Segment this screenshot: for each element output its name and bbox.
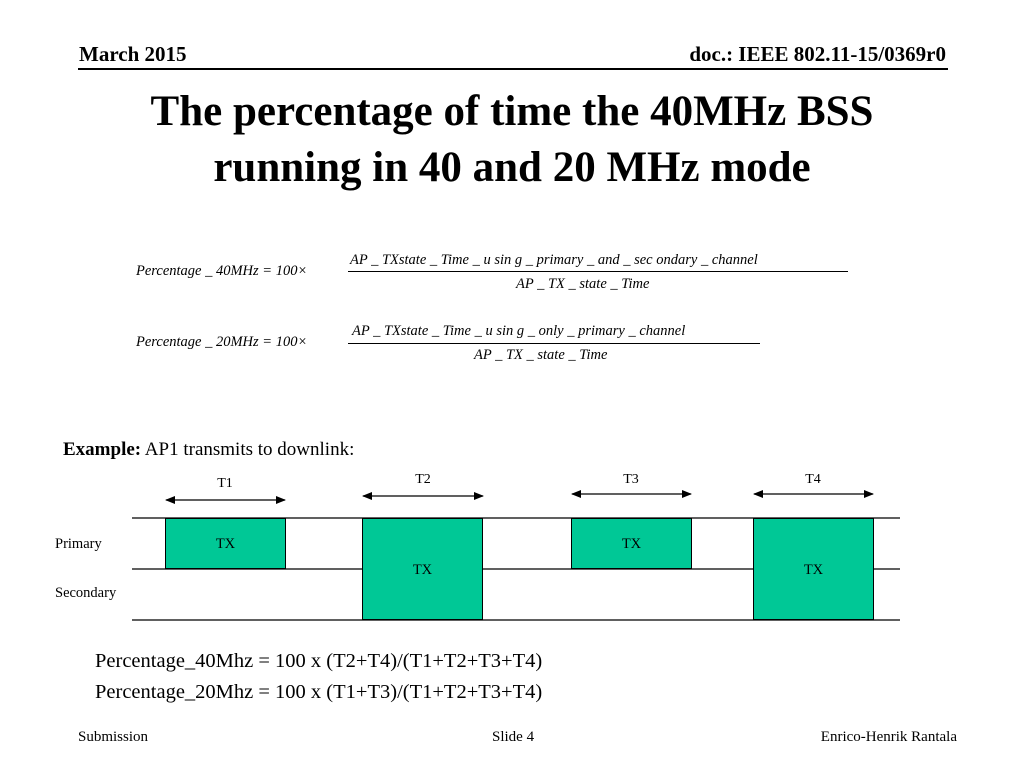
tx-box-t1: TX (165, 518, 286, 569)
header-rule (78, 68, 948, 70)
example-text: AP1 transmits to downlink: (141, 439, 355, 460)
footer-author: Enrico-Henrik Rantala (820, 729, 957, 745)
period-label-t2: T2 (415, 472, 431, 487)
result-percentage-40mhz: Percentage_40Mhz = 100 x (T2+T4)/(T1+T2+… (95, 650, 543, 672)
period-label-t1: T1 (217, 476, 233, 491)
equation-20mhz-fraction-bar (348, 343, 760, 344)
lane-label-secondary: Secondary (55, 585, 117, 601)
equation-40mhz-numerator: AP _ TXstate _ Time _ u sin g _ primary … (350, 252, 758, 268)
footer-slide-number: Slide 4 (492, 729, 535, 745)
equation-40mhz-denominator: AP _ TX _ state _ Time (516, 276, 650, 292)
result-percentage-20mhz: Percentage_20Mhz = 100 x (T1+T3)/(T1+T2+… (95, 681, 543, 703)
period-label-t4: T4 (805, 472, 821, 487)
header-date: March 2015 (79, 42, 187, 66)
slide-title: The percentage of time the 40MHz BSS run… (60, 84, 964, 196)
tx-box-t4-label: TX (803, 562, 824, 578)
tx-box-t2-label: TX (412, 562, 433, 578)
footer-submission: Submission (78, 729, 149, 745)
lane-label-primary: Primary (55, 536, 102, 552)
tx-box-t1-label: TX (215, 536, 236, 552)
equation-40mhz-fraction-bar (348, 271, 848, 272)
equation-40mhz-lhs: Percentage _ 40MHz = 100× (136, 263, 308, 279)
equation-20mhz-denominator: AP _ TX _ state _ Time (474, 347, 608, 363)
slide-title-line1: The percentage of time the 40MHz BSS (150, 88, 874, 135)
equation-20mhz-lhs: Percentage _ 20MHz = 100× (136, 334, 308, 350)
equation-20mhz-numerator: AP _ TXstate _ Time _ u sin g _ only _ p… (352, 323, 686, 339)
tx-box-t4: TX (753, 518, 874, 620)
example-line: Example: AP1 transmits to downlink: (63, 439, 354, 461)
period-label-t3: T3 (623, 472, 639, 487)
header-doc-id: doc.: IEEE 802.11-15/0369r0 (689, 42, 946, 66)
tx-box-t2: TX (362, 518, 483, 620)
example-label: Example: (63, 439, 142, 460)
tx-box-t3: TX (571, 518, 692, 569)
tx-box-t3-label: TX (621, 536, 642, 552)
slide-title-line2: running in 40 and 20 MHz mode (213, 144, 811, 191)
